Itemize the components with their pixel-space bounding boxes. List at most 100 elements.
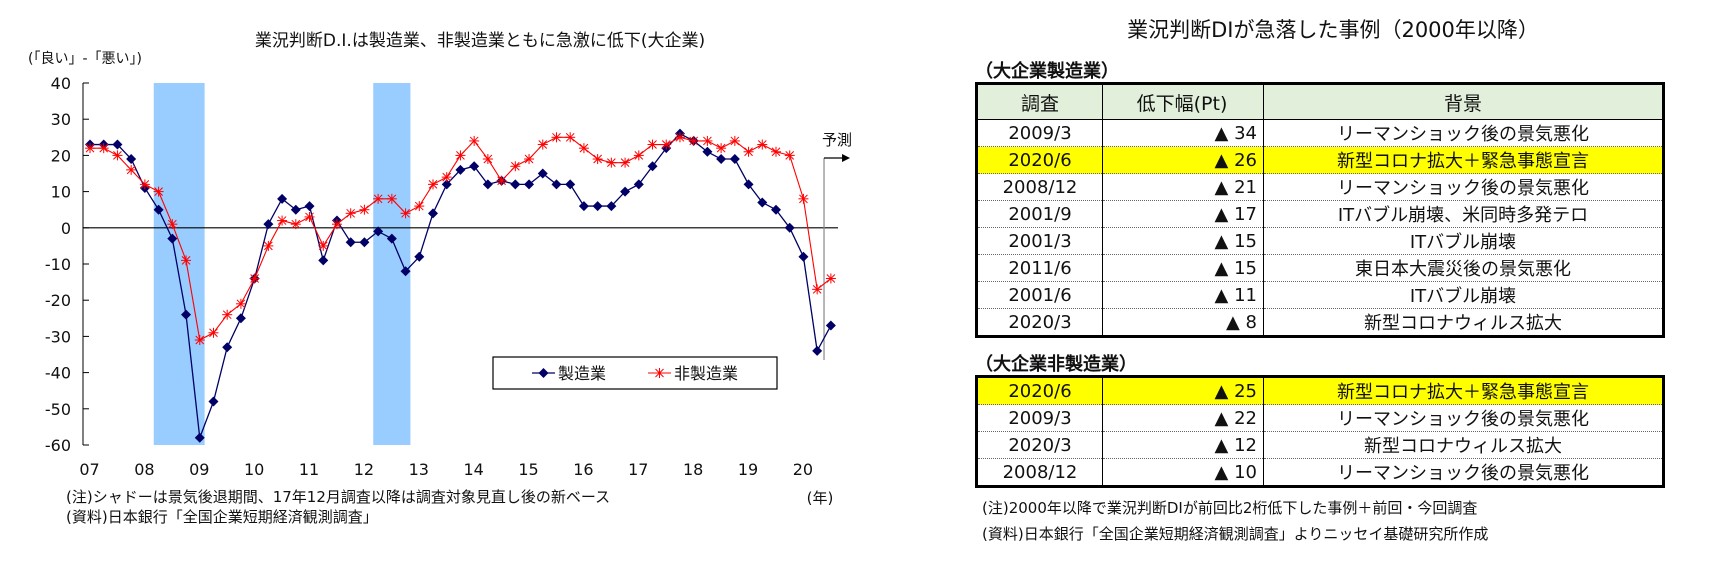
cell-survey: 2001/6 [976, 281, 1103, 309]
cell-survey: 2001/3 [976, 227, 1103, 255]
data-point-nonmanufacturing [524, 154, 535, 165]
data-point-manufacturing [592, 201, 603, 212]
table-row: 2011/6 ▲ 15 東日本大震災後の景気悪化 [976, 254, 1664, 282]
data-point-manufacturing [743, 179, 754, 190]
data-point-nonmanufacturing [359, 204, 370, 215]
table-row: 2001/3 ▲ 15 ITバブル崩壊 [976, 227, 1664, 255]
data-point-manufacturing [578, 201, 589, 212]
chart-title: 業況判断D.I.は製造業、非製造業ともに急激に低下(大企業) [255, 31, 705, 51]
data-point-nonmanufacturing [757, 139, 768, 150]
data-point-manufacturing [482, 179, 493, 190]
data-point-manufacturing [208, 396, 219, 407]
section-label-nonmanufacturing: （大企業非製造業） [975, 354, 1137, 375]
cell-background: 新型コロナ拡大＋緊急事態宣言 [1263, 376, 1664, 405]
cell-drop: ▲ 15 [1102, 227, 1264, 255]
data-point-nonmanufacturing [249, 273, 260, 284]
data-point-manufacturing [373, 226, 384, 237]
data-point-manufacturing [345, 237, 356, 248]
data-point-manufacturing [798, 251, 809, 262]
data-point-manufacturing [222, 342, 233, 353]
cell-survey: 2020/3 [976, 308, 1103, 337]
data-point-manufacturing [126, 154, 137, 165]
data-point-manufacturing [112, 139, 123, 150]
data-point-nonmanufacturing [496, 175, 507, 186]
forecast-arrow-icon [842, 154, 851, 162]
section-label-manufacturing: （大企業製造業） [975, 61, 1119, 82]
y-tick-label: -40 [45, 364, 71, 383]
table-row: 2009/3 ▲ 22 リーマンショック後の景気悪化 [976, 404, 1664, 432]
data-point-manufacturing [702, 146, 713, 157]
cell-survey: 2020/6 [976, 376, 1103, 405]
cell-drop: ▲ 15 [1102, 254, 1264, 282]
cell-drop: ▲ 22 [1102, 404, 1264, 432]
data-point-nonmanufacturing [277, 215, 288, 226]
data-point-nonmanufacturing [592, 154, 603, 165]
legend-label-nonmanufacturing: 非製造業 [674, 364, 738, 383]
data-point-manufacturing [524, 179, 535, 190]
x-tick-label: 17 [628, 460, 648, 479]
table-row: 2001/6 ▲ 11 ITバブル崩壊 [976, 281, 1664, 309]
data-point-nonmanufacturing [112, 150, 123, 161]
y-tick-label: 0 [61, 219, 71, 238]
data-point-manufacturing [414, 251, 425, 262]
manufacturing-table: 調査 低下幅(Pt) 背景 2009/3 ▲ 34 リーマンショック後の景気悪化 20… [975, 82, 1665, 338]
cell-background: ITバブル崩壊、米同時多発テロ [1263, 200, 1664, 228]
cell-drop: ▲ 10 [1102, 458, 1264, 487]
recession-shading [373, 83, 411, 445]
cell-drop: ▲ 34 [1102, 119, 1264, 147]
data-point-nonmanufacturing [345, 208, 356, 219]
cell-drop: ▲ 17 [1102, 200, 1264, 228]
data-point-nonmanufacturing [771, 146, 781, 157]
data-point-manufacturing [181, 309, 192, 320]
cell-background: 新型コロナ拡大＋緊急事態宣言 [1263, 146, 1664, 174]
y-axis-label: (「良い」-「悪い」) [28, 51, 142, 67]
data-point-manufacturing [633, 179, 644, 190]
nonmanufacturing-table: 2020/6 ▲ 25 新型コロナ拡大＋緊急事態宣言 2009/3 ▲ 22 リーマンショ… [975, 375, 1665, 488]
x-tick-label: 13 [409, 460, 429, 479]
table-row: 2001/9 ▲ 17 ITバブル崩壊、米同時多発テロ [976, 200, 1664, 228]
data-point-manufacturing [263, 219, 274, 230]
data-point-nonmanufacturing [98, 143, 109, 154]
cell-survey: 2009/3 [976, 119, 1103, 147]
table-title: 業況判断DIが急落した事例（2000年以降） [1127, 18, 1539, 42]
data-point-nonmanufacturing [400, 208, 411, 219]
data-point-nonmanufacturing [414, 201, 425, 212]
x-tick-label: 20 [793, 460, 813, 479]
x-tick-label: 07 [79, 460, 99, 479]
data-point-nonmanufacturing [331, 219, 342, 230]
cell-drop: ▲ 11 [1102, 281, 1264, 309]
y-tick-label: -60 [45, 436, 71, 455]
y-tick-label: 40 [51, 74, 71, 93]
data-point-nonmanufacturing [222, 309, 233, 320]
x-tick-label: 11 [299, 460, 319, 479]
cell-background: ITバブル崩壊 [1263, 281, 1664, 309]
table-row: 2020/6 ▲ 25 新型コロナ拡大＋緊急事態宣言 [976, 376, 1664, 405]
legend-marker-manufacturing [538, 368, 549, 378]
data-point-manufacturing [290, 204, 301, 215]
data-point-manufacturing [469, 161, 480, 172]
data-point-nonmanufacturing [812, 284, 823, 295]
x-tick-label: 19 [738, 460, 758, 479]
cell-background: 東日本大震災後の景気悪化 [1263, 254, 1664, 282]
data-point-manufacturing [510, 179, 521, 190]
data-point-nonmanufacturing [318, 240, 329, 251]
data-point-nonmanufacturing [290, 219, 301, 230]
x-tick-label: 16 [573, 460, 593, 479]
data-point-nonmanufacturing [455, 150, 466, 161]
data-point-nonmanufacturing [743, 146, 754, 157]
y-tick-label: 30 [51, 110, 71, 129]
cell-background: リーマンショック後の景気悪化 [1263, 173, 1664, 201]
left-note-source: (資料)日本銀行「全国企業短期経済観測調査」 [66, 508, 378, 526]
data-point-manufacturing [729, 154, 740, 165]
data-point-manufacturing [235, 313, 246, 324]
data-point-nonmanufacturing [469, 135, 480, 146]
y-tick-label: -10 [45, 255, 71, 274]
data-point-nonmanufacturing [784, 150, 795, 161]
table-row: 2008/12 ▲ 21 リーマンショック後の景気悪化 [976, 173, 1664, 201]
table-header-row: 調査 低下幅(Pt) 背景 [976, 83, 1664, 120]
cell-survey: 2020/3 [976, 431, 1103, 459]
x-tick-label: 12 [354, 460, 374, 479]
data-point-nonmanufacturing [661, 139, 672, 150]
y-tick-label: 10 [51, 183, 71, 202]
y-tick-label: -30 [45, 327, 71, 346]
